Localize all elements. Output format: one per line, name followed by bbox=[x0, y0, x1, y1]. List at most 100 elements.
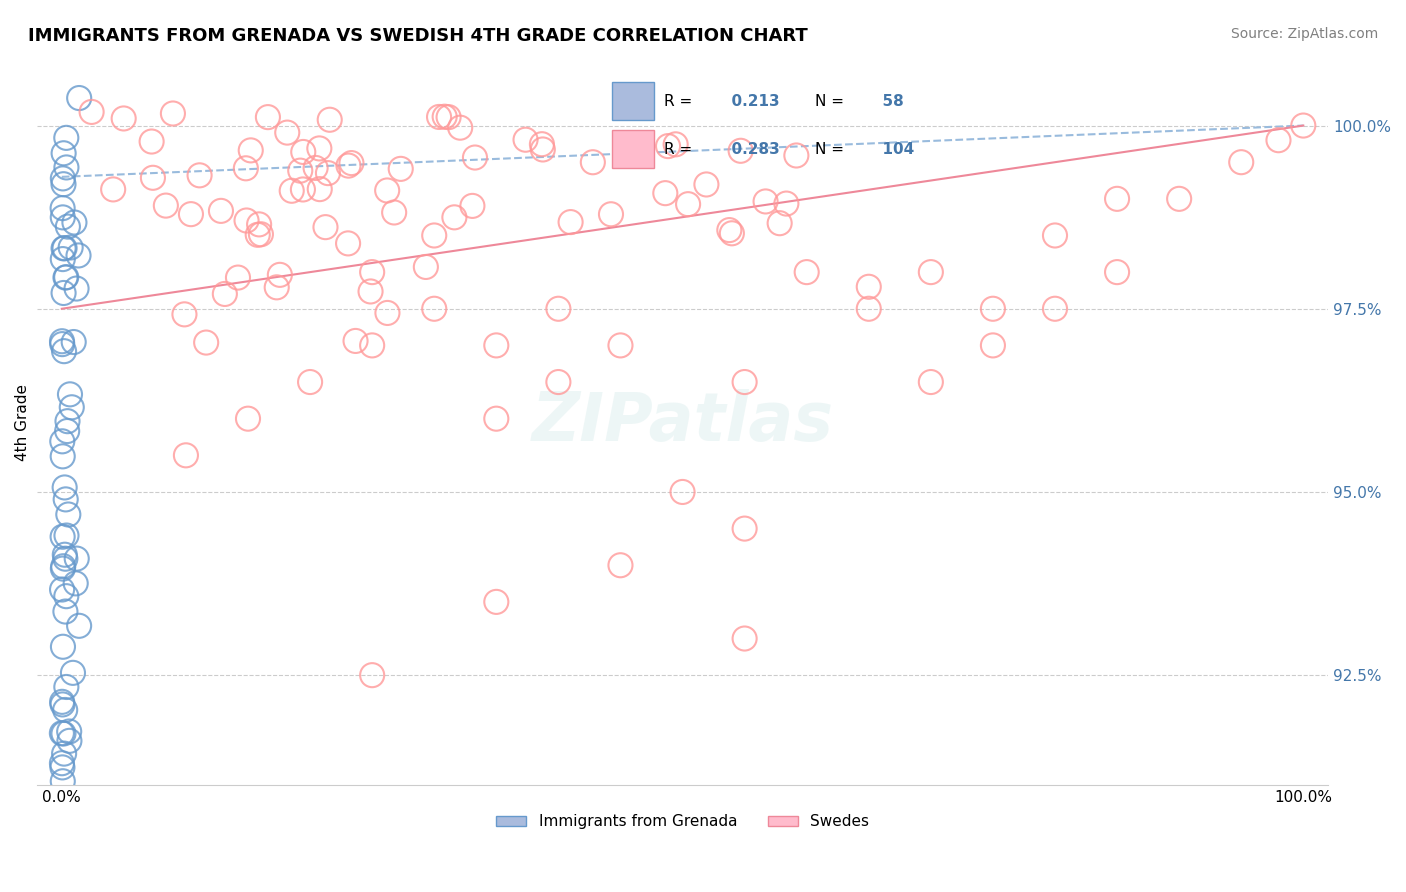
Immigrants from Grenada bbox=[67, 248, 90, 262]
Swedes bbox=[485, 338, 508, 352]
Swedes bbox=[290, 163, 312, 178]
Swedes bbox=[382, 205, 405, 219]
Swedes bbox=[461, 199, 484, 213]
Swedes bbox=[209, 203, 232, 218]
Immigrants from Grenada bbox=[55, 270, 77, 285]
Immigrants from Grenada bbox=[52, 559, 75, 574]
Swedes bbox=[654, 186, 676, 201]
Swedes bbox=[269, 268, 291, 282]
Immigrants from Grenada bbox=[58, 724, 80, 739]
Swedes bbox=[734, 522, 756, 536]
Immigrants from Grenada bbox=[53, 548, 76, 562]
Swedes bbox=[657, 139, 679, 153]
Swedes bbox=[361, 265, 384, 279]
Immigrants from Grenada bbox=[67, 619, 90, 633]
Swedes bbox=[80, 104, 103, 119]
Immigrants from Grenada bbox=[53, 747, 76, 761]
Immigrants from Grenada bbox=[52, 285, 75, 300]
Immigrants from Grenada bbox=[52, 774, 75, 789]
Swedes bbox=[1107, 192, 1129, 206]
Immigrants from Grenada bbox=[52, 640, 75, 654]
Swedes bbox=[609, 558, 631, 573]
Swedes bbox=[142, 170, 165, 185]
Immigrants from Grenada bbox=[51, 337, 73, 351]
Swedes bbox=[174, 448, 197, 462]
Immigrants from Grenada bbox=[52, 450, 75, 464]
Text: Source: ZipAtlas.com: Source: ZipAtlas.com bbox=[1230, 27, 1378, 41]
Swedes bbox=[785, 148, 807, 162]
Immigrants from Grenada bbox=[52, 146, 75, 161]
Swedes bbox=[775, 196, 797, 211]
Immigrants from Grenada bbox=[59, 240, 82, 254]
Swedes bbox=[1230, 155, 1253, 169]
Swedes bbox=[276, 126, 298, 140]
Immigrants from Grenada bbox=[52, 211, 75, 225]
Immigrants from Grenada bbox=[62, 665, 84, 680]
Text: 104: 104 bbox=[872, 142, 914, 157]
Swedes bbox=[337, 236, 360, 251]
Text: N =: N = bbox=[815, 142, 845, 157]
Immigrants from Grenada bbox=[56, 424, 79, 438]
Text: ZIPatlas: ZIPatlas bbox=[531, 389, 834, 455]
Swedes bbox=[721, 227, 744, 241]
Swedes bbox=[1043, 228, 1066, 243]
Swedes bbox=[361, 668, 384, 682]
Swedes bbox=[1043, 301, 1066, 316]
Swedes bbox=[427, 110, 450, 124]
Swedes bbox=[188, 169, 211, 183]
Swedes bbox=[423, 301, 446, 316]
Swedes bbox=[755, 194, 778, 209]
Swedes bbox=[718, 223, 741, 237]
Immigrants from Grenada bbox=[53, 551, 76, 566]
Swedes bbox=[360, 285, 382, 299]
Immigrants from Grenada bbox=[65, 576, 87, 591]
Text: N =: N = bbox=[815, 94, 845, 109]
Immigrants from Grenada bbox=[55, 589, 77, 603]
Immigrants from Grenada bbox=[51, 726, 73, 740]
Swedes bbox=[547, 301, 569, 316]
Immigrants from Grenada bbox=[55, 680, 77, 694]
Swedes bbox=[291, 182, 314, 196]
Swedes bbox=[337, 159, 360, 173]
Swedes bbox=[235, 161, 257, 176]
Immigrants from Grenada bbox=[52, 530, 75, 544]
Immigrants from Grenada bbox=[53, 703, 76, 717]
Swedes bbox=[266, 280, 288, 294]
Swedes bbox=[173, 307, 195, 321]
Text: R =: R = bbox=[665, 142, 693, 157]
Swedes bbox=[112, 112, 135, 126]
Immigrants from Grenada bbox=[51, 698, 73, 712]
Swedes bbox=[180, 207, 202, 221]
Swedes bbox=[530, 137, 553, 152]
Immigrants from Grenada bbox=[55, 605, 77, 619]
Bar bbox=[612, 130, 654, 168]
Legend: Immigrants from Grenada, Swedes: Immigrants from Grenada, Swedes bbox=[489, 808, 876, 836]
Immigrants from Grenada bbox=[65, 281, 87, 295]
Immigrants from Grenada bbox=[55, 270, 77, 285]
Immigrants from Grenada bbox=[51, 760, 73, 774]
Swedes bbox=[239, 144, 262, 158]
Immigrants from Grenada bbox=[55, 161, 77, 175]
Immigrants from Grenada bbox=[59, 387, 82, 401]
Swedes bbox=[547, 375, 569, 389]
Swedes bbox=[316, 166, 339, 180]
Immigrants from Grenada bbox=[52, 171, 75, 186]
Immigrants from Grenada bbox=[56, 219, 79, 234]
Swedes bbox=[236, 411, 259, 425]
Immigrants from Grenada bbox=[52, 726, 75, 740]
Swedes bbox=[769, 216, 792, 230]
Swedes bbox=[1168, 192, 1191, 206]
Immigrants from Grenada bbox=[55, 528, 77, 542]
Immigrants from Grenada bbox=[51, 334, 73, 349]
Swedes bbox=[796, 265, 818, 279]
Swedes bbox=[308, 182, 330, 196]
Swedes bbox=[624, 141, 647, 155]
Immigrants from Grenada bbox=[52, 178, 75, 192]
Swedes bbox=[340, 156, 363, 170]
Swedes bbox=[375, 184, 398, 198]
Immigrants from Grenada bbox=[67, 91, 90, 105]
Swedes bbox=[734, 375, 756, 389]
Swedes bbox=[377, 306, 399, 320]
Immigrants from Grenada bbox=[52, 241, 75, 255]
Immigrants from Grenada bbox=[53, 480, 76, 494]
